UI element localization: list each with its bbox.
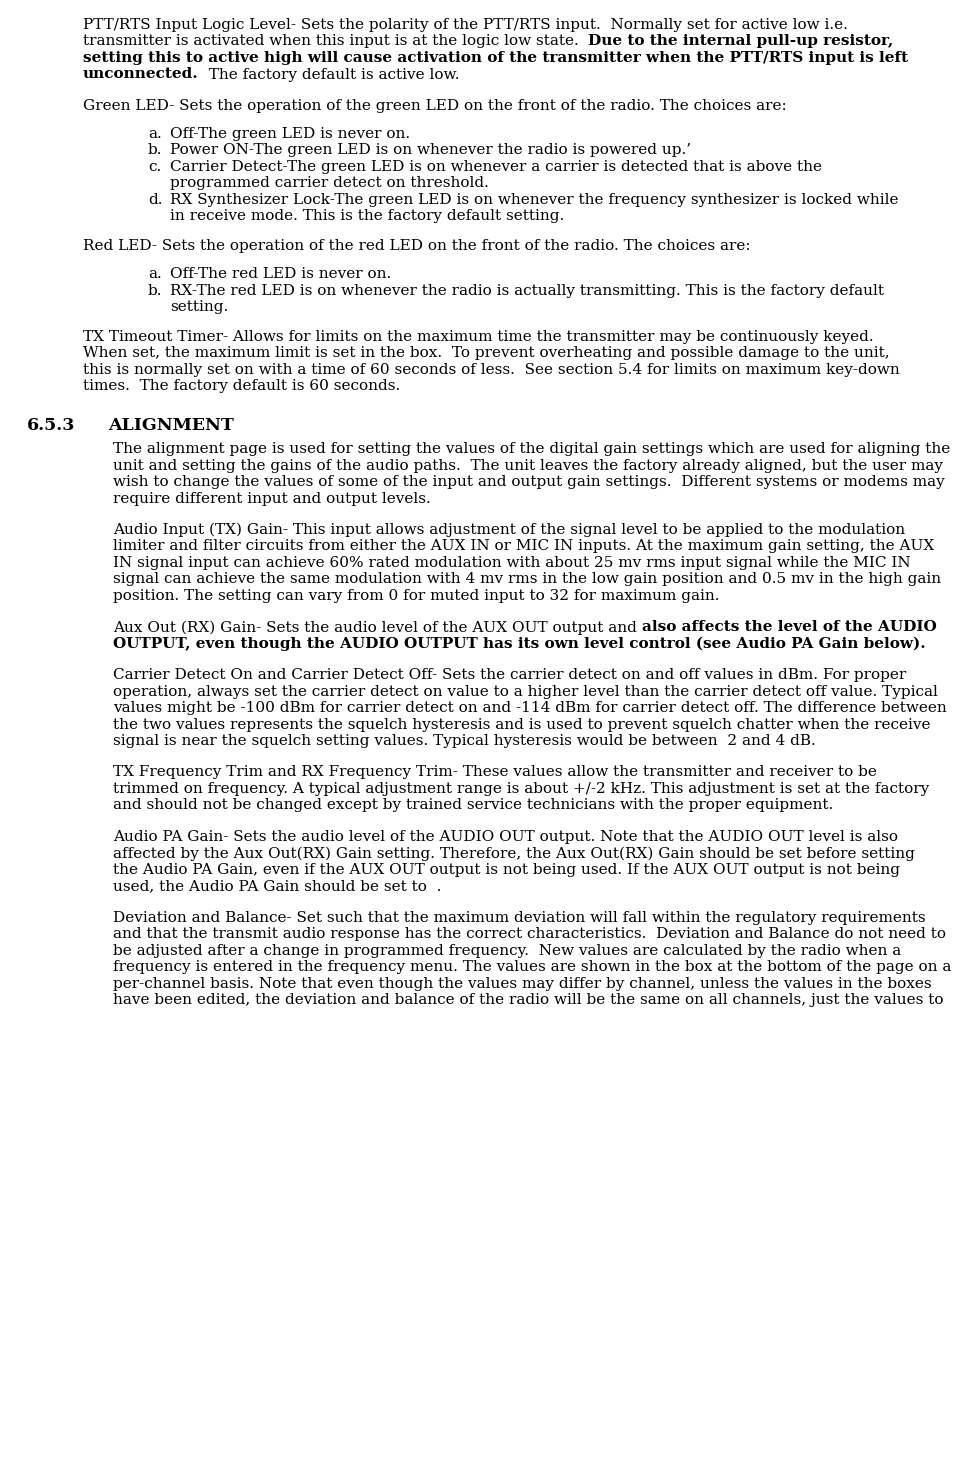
Text: RX Synthesizer Lock-The green LED is on whenever the frequency synthesizer is lo: RX Synthesizer Lock-The green LED is on …: [170, 192, 898, 207]
Text: Deviation and Balance- Set such that the maximum deviation will fall within the : Deviation and Balance- Set such that the…: [113, 910, 925, 925]
Text: Due to the internal pull-up resistor,: Due to the internal pull-up resistor,: [588, 35, 894, 48]
Text: Aux Out (RX) Gain- Sets the audio level of the AUX OUT output and: Aux Out (RX) Gain- Sets the audio level …: [113, 621, 642, 634]
Text: the Audio PA Gain, even if the AUX OUT output is not being used. If the AUX OUT : the Audio PA Gain, even if the AUX OUT o…: [113, 863, 900, 876]
Text: also affects the level of the AUDIO: also affects the level of the AUDIO: [642, 621, 936, 634]
Text: signal is near the squelch setting values. Typical hysteresis would be between  : signal is near the squelch setting value…: [113, 734, 816, 749]
Text: b.: b.: [148, 144, 163, 157]
Text: used, the Audio PA Gain should be set to  .: used, the Audio PA Gain should be set to…: [113, 879, 441, 894]
Text: programmed carrier detect on threshold.: programmed carrier detect on threshold.: [170, 176, 489, 191]
Text: signal can achieve the same modulation with 4 mv rms in the low gain position an: signal can achieve the same modulation w…: [113, 573, 941, 586]
Text: Off-The red LED is never on.: Off-The red LED is never on.: [170, 267, 392, 282]
Text: position. The setting can vary from 0 for muted input to 32 for maximum gain.: position. The setting can vary from 0 fo…: [113, 589, 720, 603]
Text: in receive mode. This is the factory default setting.: in receive mode. This is the factory def…: [170, 210, 564, 223]
Text: transmitter is activated when this input is at the logic low state.: transmitter is activated when this input…: [83, 35, 588, 48]
Text: a.: a.: [148, 126, 162, 141]
Text: this is normally set on with a time of 60 seconds of less.  See section 5.4 for : this is normally set on with a time of 6…: [83, 363, 900, 377]
Text: be adjusted after a change in programmed frequency.  New values are calculated b: be adjusted after a change in programmed…: [113, 944, 901, 957]
Text: require different input and output levels.: require different input and output level…: [113, 492, 431, 505]
Text: Audio Input (TX) Gain- This input allows adjustment of the signal level to be ap: Audio Input (TX) Gain- This input allows…: [113, 523, 905, 537]
Text: operation, always set the carrier detect on value to a higher level than the car: operation, always set the carrier detect…: [113, 684, 938, 699]
Text: b.: b.: [148, 283, 163, 298]
Text: wish to change the values of some of the input and output gain settings.  Differ: wish to change the values of some of the…: [113, 476, 945, 489]
Text: c.: c.: [148, 160, 162, 173]
Text: The factory default is active low.: The factory default is active low.: [199, 68, 459, 82]
Text: Carrier Detect On and Carrier Detect Off- Sets the carrier detect on and off val: Carrier Detect On and Carrier Detect Off…: [113, 668, 906, 683]
Text: Off-The green LED is never on.: Off-The green LED is never on.: [170, 126, 410, 141]
Text: trimmed on frequency. A typical adjustment range is about +/-2 kHz. This adjustm: trimmed on frequency. A typical adjustme…: [113, 782, 929, 796]
Text: Audio PA Gain- Sets the audio level of the AUDIO OUT output. Note that the AUDIO: Audio PA Gain- Sets the audio level of t…: [113, 829, 898, 844]
Text: d.: d.: [148, 192, 163, 207]
Text: ALIGNMENT: ALIGNMENT: [108, 417, 234, 435]
Text: setting.: setting.: [170, 299, 228, 314]
Text: The alignment page is used for setting the values of the digital gain settings w: The alignment page is used for setting t…: [113, 442, 951, 457]
Text: When set, the maximum limit is set in the box.  To prevent overheating and possi: When set, the maximum limit is set in th…: [83, 346, 889, 360]
Text: IN signal input can achieve 60% rated modulation with about 25 mv rms input sign: IN signal input can achieve 60% rated mo…: [113, 556, 911, 570]
Text: unit and setting the gains of the audio paths.  The unit leaves the factory alre: unit and setting the gains of the audio …: [113, 458, 943, 473]
Text: PTT/RTS Input Logic Level- Sets the polarity of the PTT/RTS input.  Normally set: PTT/RTS Input Logic Level- Sets the pola…: [83, 18, 848, 32]
Text: and should not be changed except by trained service technicians with the proper : and should not be changed except by trai…: [113, 799, 833, 812]
Text: OUTPUT, even though the AUDIO OUTPUT has its own level control (see Audio PA Gai: OUTPUT, even though the AUDIO OUTPUT has…: [113, 637, 925, 652]
Text: Carrier Detect-The green LED is on whenever a carrier is detected that is above : Carrier Detect-The green LED is on whene…: [170, 160, 822, 173]
Text: times.  The factory default is 60 seconds.: times. The factory default is 60 seconds…: [83, 379, 400, 393]
Text: and that the transmit audio response has the correct characteristics.  Deviation: and that the transmit audio response has…: [113, 928, 946, 941]
Text: the two values represents the squelch hysteresis and is used to prevent squelch : the two values represents the squelch hy…: [113, 718, 930, 731]
Text: have been edited, the deviation and balance of the radio will be the same on all: have been edited, the deviation and bala…: [113, 994, 944, 1007]
Text: frequency is entered in the frequency menu. The values are shown in the box at t: frequency is entered in the frequency me…: [113, 960, 952, 975]
Text: limiter and filter circuits from either the AUX IN or MIC IN inputs. At the maxi: limiter and filter circuits from either …: [113, 539, 934, 553]
Text: unconnected.: unconnected.: [83, 68, 199, 82]
Text: per-channel basis. Note that even though the values may differ by channel, unles: per-channel basis. Note that even though…: [113, 976, 931, 991]
Text: setting this to active high will cause activation of the transmitter when the PT: setting this to active high will cause a…: [83, 51, 908, 65]
Text: Red LED- Sets the operation of the red LED on the front of the radio. The choice: Red LED- Sets the operation of the red L…: [83, 239, 751, 252]
Text: TX Timeout Timer- Allows for limits on the maximum time the transmitter may be c: TX Timeout Timer- Allows for limits on t…: [83, 330, 874, 344]
Text: 6.5.3: 6.5.3: [27, 417, 75, 435]
Text: RX-The red LED is on whenever the radio is actually transmitting. This is the fa: RX-The red LED is on whenever the radio …: [170, 283, 884, 298]
Text: affected by the Aux Out(RX) Gain setting. Therefore, the Aux Out(RX) Gain should: affected by the Aux Out(RX) Gain setting…: [113, 846, 915, 860]
Text: TX Frequency Trim and RX Frequency Trim- These values allow the transmitter and : TX Frequency Trim and RX Frequency Trim-…: [113, 765, 877, 780]
Text: Green LED- Sets the operation of the green LED on the front of the radio. The ch: Green LED- Sets the operation of the gre…: [83, 98, 787, 113]
Text: Power ON-The green LED is on whenever the radio is powered up.’: Power ON-The green LED is on whenever th…: [170, 144, 692, 157]
Text: a.: a.: [148, 267, 162, 282]
Text: values might be -100 dBm for carrier detect on and -114 dBm for carrier detect o: values might be -100 dBm for carrier det…: [113, 702, 947, 715]
